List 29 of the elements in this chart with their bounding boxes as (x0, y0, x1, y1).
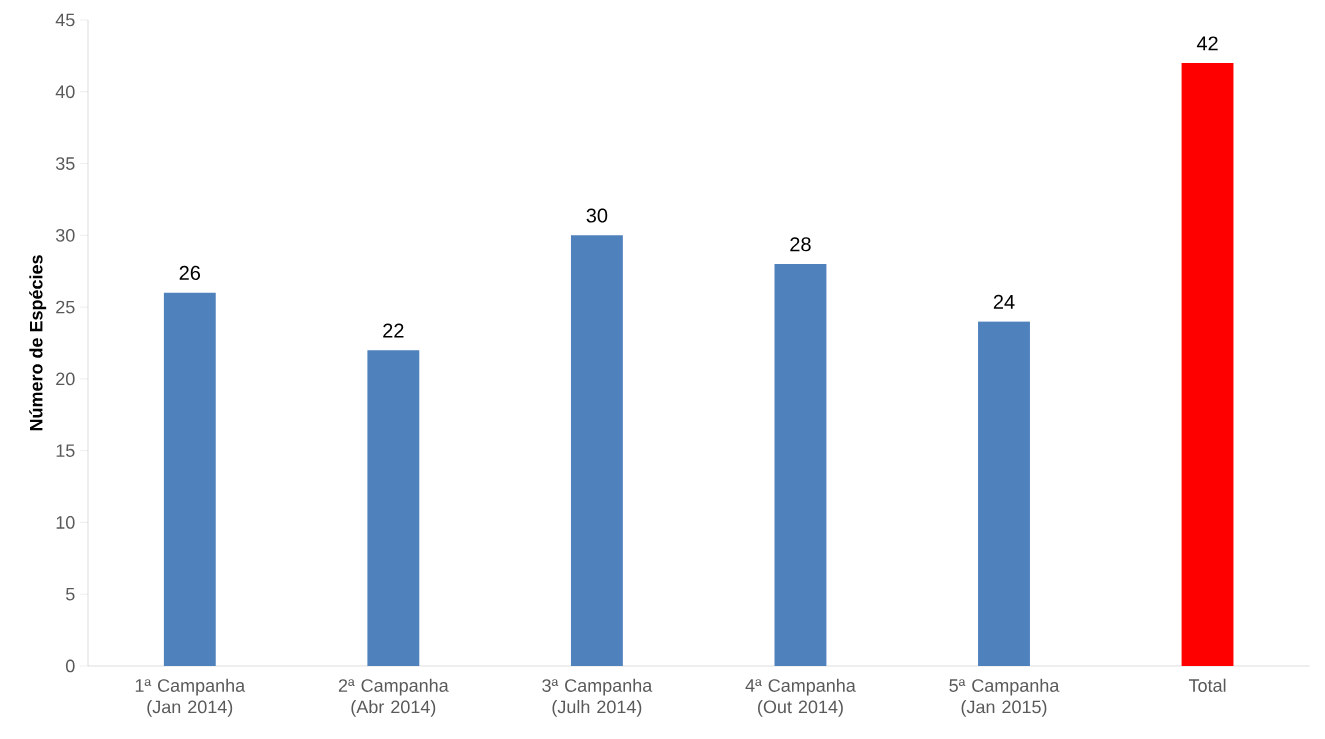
y-tick-label: 15 (56, 444, 75, 457)
bar (1181, 63, 1234, 666)
y-tick-label: 30 (55, 228, 75, 242)
data-label: 22 (383, 323, 404, 338)
data-label: 26 (179, 265, 201, 281)
y-axis-title: Número de Espécies (29, 255, 47, 431)
x-tick-label: 1ª Campanha (Jan 2014) (135, 678, 246, 717)
bar (978, 321, 1030, 666)
x-tick-label: 2ª Campanha (Abr 2014) (338, 678, 449, 717)
data-label: 24 (993, 294, 1015, 309)
y-tick-label: 20 (56, 372, 75, 386)
y-tick-label: 5 (66, 587, 75, 601)
x-tick-label: 5ª Campanha (Jan 2015) (949, 678, 1060, 717)
y-tick-label: 35 (55, 157, 75, 170)
data-label: 28 (790, 237, 811, 252)
x-tick-label: Total (1188, 678, 1226, 692)
x-tick-label: 3ª Campanha (Julh 2014) (542, 678, 653, 717)
bar (774, 264, 827, 666)
y-tick-label: 45 (55, 13, 75, 27)
y-tick-label: 10 (56, 516, 75, 529)
y-tick-label: 0 (66, 659, 75, 673)
data-label: 30 (586, 208, 608, 223)
x-tick-label: 4ª Campanha (Out 2014) (745, 678, 856, 717)
bar (570, 235, 623, 666)
bar (367, 350, 420, 666)
data-label: 42 (1196, 36, 1218, 51)
y-tick-label: 40 (55, 85, 75, 99)
bar (163, 292, 216, 666)
y-tick-label: 25 (56, 300, 75, 314)
